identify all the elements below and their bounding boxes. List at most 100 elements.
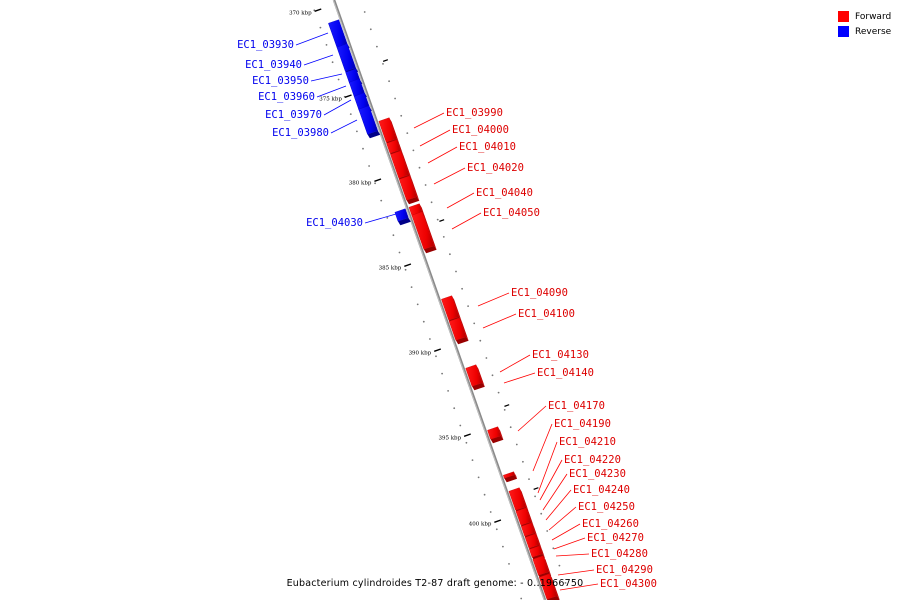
- minor-tick: [528, 478, 530, 480]
- minor-tick: [558, 564, 561, 567]
- label-leader: [503, 372, 536, 384]
- minor-tick: [459, 424, 462, 427]
- forward-gene-label[interactable]: EC1_04040: [476, 187, 533, 199]
- minor-tick: [503, 409, 506, 411]
- forward-gene-label[interactable]: EC1_04010: [459, 141, 516, 153]
- scale-label: 380 kbp: [349, 180, 372, 186]
- minor-tick: [515, 443, 518, 446]
- gene-side: [451, 295, 462, 321]
- forward-gene-label[interactable]: EC1_04000: [452, 124, 509, 136]
- label-leader: [413, 112, 445, 129]
- forward-gene-label[interactable]: EC1_04140: [537, 367, 594, 379]
- label-leader: [303, 54, 334, 66]
- minor-tick: [416, 303, 419, 306]
- gene-shadow: [398, 217, 411, 226]
- reverse-gene-label[interactable]: EC1_03980: [272, 127, 329, 139]
- gene-face: [328, 19, 348, 48]
- gene-face: [448, 317, 467, 341]
- forward-gene-label[interactable]: EC1_03990: [446, 107, 503, 119]
- minor-tick: [362, 147, 364, 150]
- minor-tick: [479, 339, 482, 342]
- forward-gene-glyph[interactable]: [448, 317, 469, 345]
- forward-gene-label[interactable]: EC1_04220: [564, 454, 621, 466]
- forward-gene-label[interactable]: EC1_04210: [559, 436, 616, 448]
- minor-tick: [447, 390, 449, 392]
- minor-tick: [424, 184, 427, 186]
- minor-tick: [534, 495, 536, 498]
- forward-gene-label[interactable]: EC1_04050: [483, 207, 540, 219]
- gene-face: [386, 139, 401, 154]
- scale-ticks: 370 kbp 375 kbp 380 kbp 385 kbp 390 kbp 395 k…: [289, 8, 567, 600]
- minor-tick: [489, 511, 492, 513]
- forward-gene-label[interactable]: EC1_04250: [578, 501, 635, 513]
- forward-gene-label[interactable]: EC1_04130: [532, 349, 589, 361]
- minor-tick: [442, 236, 445, 238]
- reverse-gene-label[interactable]: EC1_03970: [265, 109, 322, 121]
- gene-side: [419, 203, 425, 216]
- minor-tick: [520, 597, 523, 600]
- forward-gene-glyph[interactable]: [465, 364, 485, 391]
- reverse-gene-label[interactable]: EC1_03930: [237, 39, 294, 51]
- forward-gene-label[interactable]: EC1_04090: [511, 287, 568, 299]
- gene-side: [497, 426, 504, 440]
- forward-gene-glyph[interactable]: [411, 211, 437, 254]
- label-leader: [433, 167, 466, 185]
- minor-tick: [564, 582, 567, 584]
- forward-gene-glyph[interactable]: [398, 175, 420, 205]
- label-leader: [499, 354, 531, 373]
- forward-gene-label[interactable]: EC1_04270: [587, 532, 644, 544]
- minor-tick: [368, 165, 370, 167]
- gene-shadow: [546, 595, 560, 600]
- minor-tick: [392, 234, 395, 237]
- gene-face: [411, 211, 435, 250]
- forward-gene-label[interactable]: EC1_04020: [467, 162, 524, 174]
- minor-tick: [522, 460, 524, 463]
- label-leader: [310, 73, 343, 82]
- scale-label: 375 kbp: [319, 96, 342, 102]
- forward-gene-glyph[interactable]: [487, 426, 504, 444]
- gene-face: [515, 507, 532, 526]
- label-leader: [446, 192, 475, 209]
- reverse-gene-label[interactable]: EC1_03960: [258, 91, 315, 103]
- reverse-gene-label[interactable]: EC1_03940: [245, 59, 302, 71]
- gene-side: [519, 487, 529, 511]
- minor-tick: [430, 201, 433, 204]
- label-leader: [451, 212, 482, 230]
- minor-tick: [483, 493, 486, 496]
- forward-gene-label[interactable]: EC1_04240: [573, 484, 630, 496]
- forward-gene-label[interactable]: EC1_04290: [596, 564, 653, 576]
- minor-tick: [449, 253, 451, 256]
- gene-side: [535, 533, 542, 549]
- minor-tick: [380, 199, 383, 202]
- scale-tick: [463, 433, 471, 437]
- forward-gene-glyph[interactable]: [503, 471, 518, 483]
- label-leader: [559, 583, 599, 591]
- forward-gene-label[interactable]: EC1_04100: [518, 308, 575, 320]
- forward-gene-glyph[interactable]: [538, 573, 560, 600]
- reverse-gene-glyph[interactable]: [394, 208, 411, 226]
- forward-gene-label[interactable]: EC1_04190: [554, 418, 611, 430]
- reverse-gene-label[interactable]: EC1_03950: [252, 75, 309, 87]
- reverse-gene-label[interactable]: EC1_04030: [306, 217, 363, 229]
- minor-tick: [386, 217, 389, 219]
- reverse-gene-glyph[interactable]: [358, 105, 381, 139]
- gene-face: [336, 43, 356, 72]
- minor-tick: [508, 563, 510, 565]
- label-leader: [553, 537, 586, 550]
- gene-face: [487, 426, 502, 440]
- forward-gene-label[interactable]: EC1_04230: [569, 468, 626, 480]
- gene-side: [531, 522, 538, 537]
- minor-tick: [319, 26, 322, 29]
- minor-tick: [418, 166, 421, 169]
- gene-shadow: [423, 245, 437, 254]
- forward-gene-label[interactable]: EC1_04170: [548, 400, 605, 412]
- forward-gene-label[interactable]: EC1_04280: [591, 548, 648, 560]
- minor-tick: [382, 63, 384, 65]
- forward-gene-label[interactable]: EC1_04300: [600, 578, 657, 590]
- minor-tick: [410, 286, 413, 288]
- scale-label: 370 kbp: [289, 10, 312, 16]
- gene-features: [328, 19, 560, 600]
- gene-face: [390, 150, 410, 179]
- forward-gene-label[interactable]: EC1_04260: [582, 518, 639, 530]
- gene-face: [524, 533, 540, 549]
